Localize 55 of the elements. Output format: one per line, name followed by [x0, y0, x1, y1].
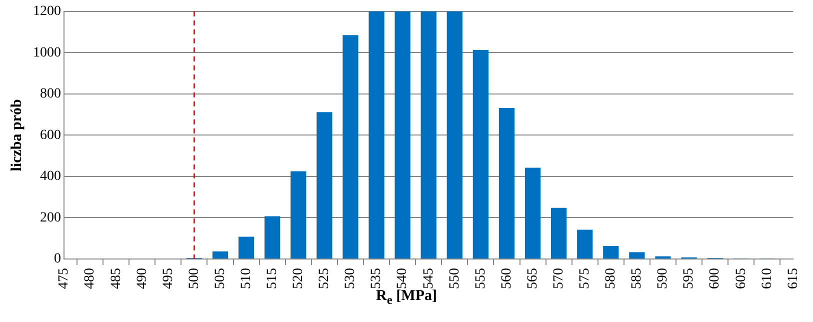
bar — [577, 230, 593, 258]
x-tick-label: 570 — [551, 268, 566, 289]
x-tick-label: 500 — [186, 268, 202, 289]
bar — [212, 251, 228, 258]
bar — [394, 11, 410, 258]
x-tick-label: 610 — [760, 268, 775, 289]
x-tick-label: 475 — [56, 268, 72, 289]
x-tick-label: 590 — [656, 268, 671, 289]
x-tick-label: 555 — [473, 268, 488, 289]
y-tick-label: 600 — [40, 128, 61, 143]
x-tick-label: 510 — [238, 268, 254, 289]
x-tick-label: 605 — [734, 268, 749, 289]
x-tick-label: 560 — [499, 268, 514, 289]
x-tick-label: 480 — [82, 268, 98, 289]
x-tick-label: 545 — [421, 268, 436, 289]
bar — [368, 11, 384, 258]
bar — [603, 246, 619, 258]
x-tick-label: 515 — [265, 268, 280, 289]
y-tick-label: 200 — [40, 210, 61, 226]
bar — [472, 50, 488, 258]
bar — [238, 236, 254, 258]
x-tick-label: 525 — [317, 268, 332, 289]
bar — [420, 11, 436, 258]
x-axis-title: R$_{e}$ [MPa] — [376, 288, 438, 308]
x-tick-label: 540 — [395, 268, 410, 289]
x-tick-label: 520 — [291, 268, 306, 289]
y-tick-label: 800 — [40, 86, 61, 102]
x-tick-label: 535 — [369, 268, 384, 289]
x-tick-label: 485 — [108, 268, 124, 289]
bar — [446, 11, 462, 258]
x-tick-label: 575 — [578, 268, 593, 289]
x-tick-label: 615 — [786, 268, 801, 289]
x-tick-label: 585 — [630, 268, 645, 289]
x-tick-label: 530 — [343, 268, 358, 289]
y-tick-label: 400 — [40, 169, 61, 184]
y-tick-label: 1200 — [33, 4, 61, 20]
x-tick-label: 495 — [160, 268, 176, 289]
bar — [264, 216, 280, 258]
x-tick-label: 595 — [682, 268, 697, 289]
x-tick-label: 505 — [212, 268, 228, 289]
bar — [342, 35, 358, 258]
y-axis-title: liczba prób — [8, 99, 25, 172]
x-tick-label: 580 — [604, 268, 619, 289]
y-tick-label: 0 — [54, 252, 61, 267]
x-tick-label: 565 — [525, 268, 540, 289]
bar — [551, 208, 567, 258]
bar — [524, 168, 541, 258]
bar — [498, 108, 515, 258]
bar — [290, 171, 306, 258]
x-tick-label: 600 — [708, 268, 723, 289]
y-tick-label: 1000 — [33, 45, 61, 60]
x-tick-label: 490 — [134, 268, 150, 289]
x-tick-label: 550 — [447, 268, 462, 289]
bar — [629, 252, 645, 258]
bar — [316, 112, 332, 258]
